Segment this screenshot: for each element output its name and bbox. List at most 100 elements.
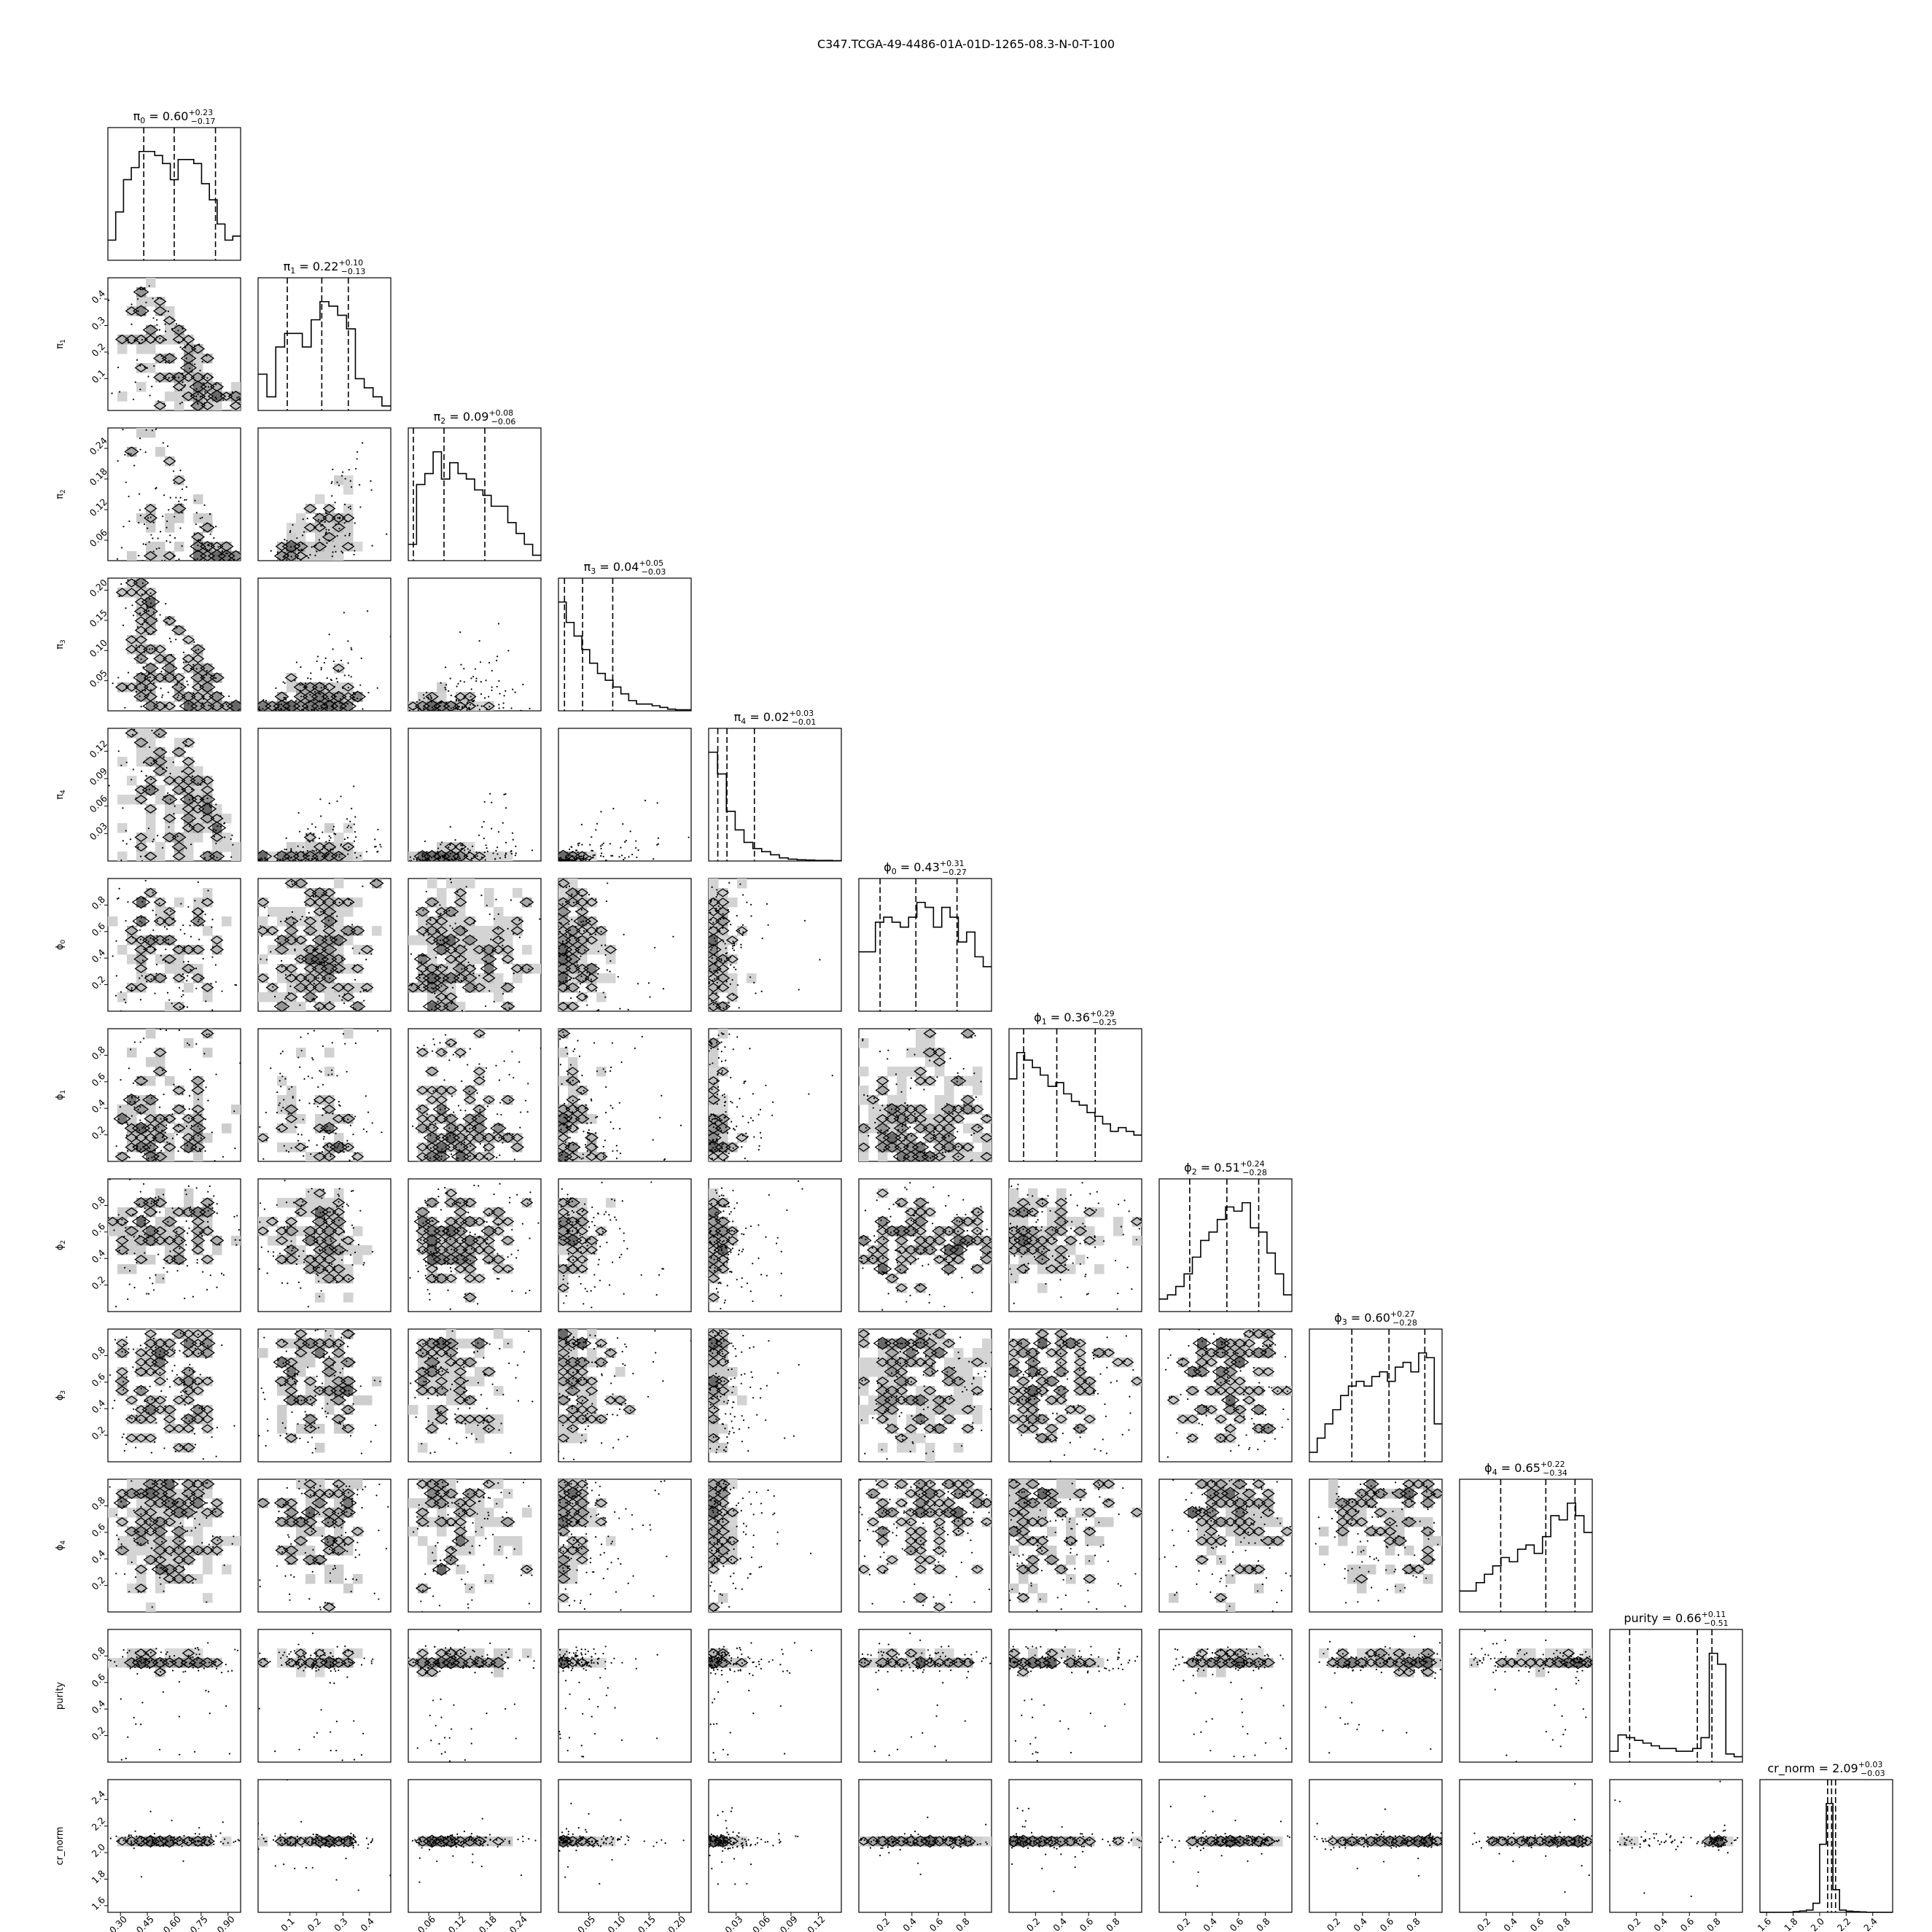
scatter-point — [176, 1134, 178, 1136]
scatter-point — [493, 1000, 495, 1003]
hist-frame-phi3 — [1309, 1328, 1443, 1462]
contour-line — [415, 1104, 430, 1115]
contour-line — [566, 1095, 580, 1105]
scatter-panel-phi1-vs-pi2 — [408, 1028, 542, 1162]
scatter-point — [298, 544, 300, 546]
density-cell — [446, 983, 456, 993]
scatter-point — [583, 1130, 585, 1133]
scatter-point — [736, 1106, 739, 1108]
scatter-point — [288, 1113, 290, 1115]
scatter-point — [176, 1231, 178, 1233]
density-cell — [427, 852, 437, 861]
scatter-point — [722, 916, 724, 919]
scatter-point — [118, 887, 120, 889]
scatter-point — [144, 1252, 146, 1254]
scatter-point — [583, 1089, 585, 1092]
scatter-point — [447, 690, 450, 692]
density-cell — [587, 1114, 597, 1124]
scatter-point — [515, 852, 517, 854]
scatter-point — [150, 778, 152, 781]
scatter-point — [711, 1088, 713, 1091]
contour-line — [143, 606, 158, 617]
scatter-point — [343, 503, 346, 505]
scatter-point — [429, 1147, 432, 1149]
hist-panel-purity: purity = 0.66+0.11 −0.51 — [1609, 1610, 1743, 1763]
scatter-point — [330, 482, 332, 484]
scatter-point — [709, 1063, 711, 1066]
scatter-point — [597, 973, 599, 975]
scatter-point — [957, 1156, 959, 1158]
y-tick-label-pi3: 0.05 — [87, 667, 109, 689]
contour-line — [190, 1075, 206, 1086]
scatter-point — [723, 1105, 726, 1107]
scatter-point — [214, 964, 217, 966]
scatter-point — [476, 855, 478, 857]
scatter-point — [143, 1126, 145, 1128]
scatter-panel-phi1-vs-pi3 — [558, 1028, 692, 1162]
density-cell — [343, 504, 354, 514]
y-tick-label-pi1: 0.2 — [89, 340, 107, 359]
scatter-point — [185, 847, 187, 849]
contour-line — [432, 1150, 451, 1161]
scatter-point — [163, 1267, 165, 1269]
scatter-point — [305, 1234, 307, 1236]
scatter-point — [449, 677, 451, 679]
scatter-point — [720, 1129, 722, 1132]
scatter-point — [323, 1136, 325, 1138]
contour-line — [182, 373, 195, 382]
scatter-point — [512, 688, 514, 690]
contour-line — [181, 963, 196, 974]
scatter-point — [221, 990, 223, 992]
scatter-point — [641, 1035, 643, 1038]
scatter-point — [211, 1009, 214, 1011]
scatter-point — [300, 666, 302, 669]
scatter-point — [714, 1115, 716, 1118]
scatter-point — [281, 1075, 284, 1078]
scatter-point — [714, 978, 716, 980]
density-cell — [193, 833, 203, 843]
scatter-point — [206, 548, 208, 551]
contour-line — [191, 804, 205, 814]
scatter-point — [157, 1196, 160, 1198]
scatter-point — [375, 845, 377, 848]
scatter-point — [449, 1134, 451, 1137]
scatter-point — [440, 985, 443, 987]
scatter-point — [281, 857, 284, 860]
contour-line — [134, 935, 148, 945]
density-cell — [136, 1245, 147, 1255]
scatter-point — [973, 1072, 975, 1075]
density-cell — [184, 852, 194, 861]
scatter-point — [752, 1119, 754, 1122]
scatter-panel-phi1-vs-pi4 — [708, 1028, 842, 1162]
scatter-point — [188, 1227, 190, 1229]
scatter-point — [226, 553, 228, 555]
density-cell — [324, 964, 335, 974]
density-cell — [174, 964, 184, 974]
scatter-point — [137, 310, 139, 312]
scatter-point — [580, 955, 582, 957]
scatter-point — [627, 1008, 629, 1010]
hist-line-phi0 — [859, 901, 992, 967]
contour-line — [313, 907, 327, 916]
scatter-point — [564, 946, 566, 949]
contour-line — [134, 983, 148, 992]
scatter-point — [350, 676, 352, 678]
contour-line — [922, 1123, 938, 1134]
scatter-point — [500, 1113, 502, 1116]
scatter-point — [322, 1114, 324, 1116]
scatter-point — [558, 947, 560, 950]
density-cell — [277, 973, 287, 983]
scatter-point — [365, 1095, 367, 1097]
scatter-point — [488, 661, 491, 664]
density-cell — [203, 551, 213, 561]
scatter-point — [128, 1283, 131, 1285]
density-cell — [155, 907, 165, 917]
contour-line — [134, 833, 148, 842]
density-cell — [522, 897, 532, 908]
scatter-point — [179, 527, 182, 529]
scatter-point — [199, 370, 201, 372]
scatter-panel-phi0-vs-pi2 — [408, 878, 542, 1012]
scatter-point — [900, 1091, 903, 1093]
density-cell — [973, 1076, 983, 1086]
